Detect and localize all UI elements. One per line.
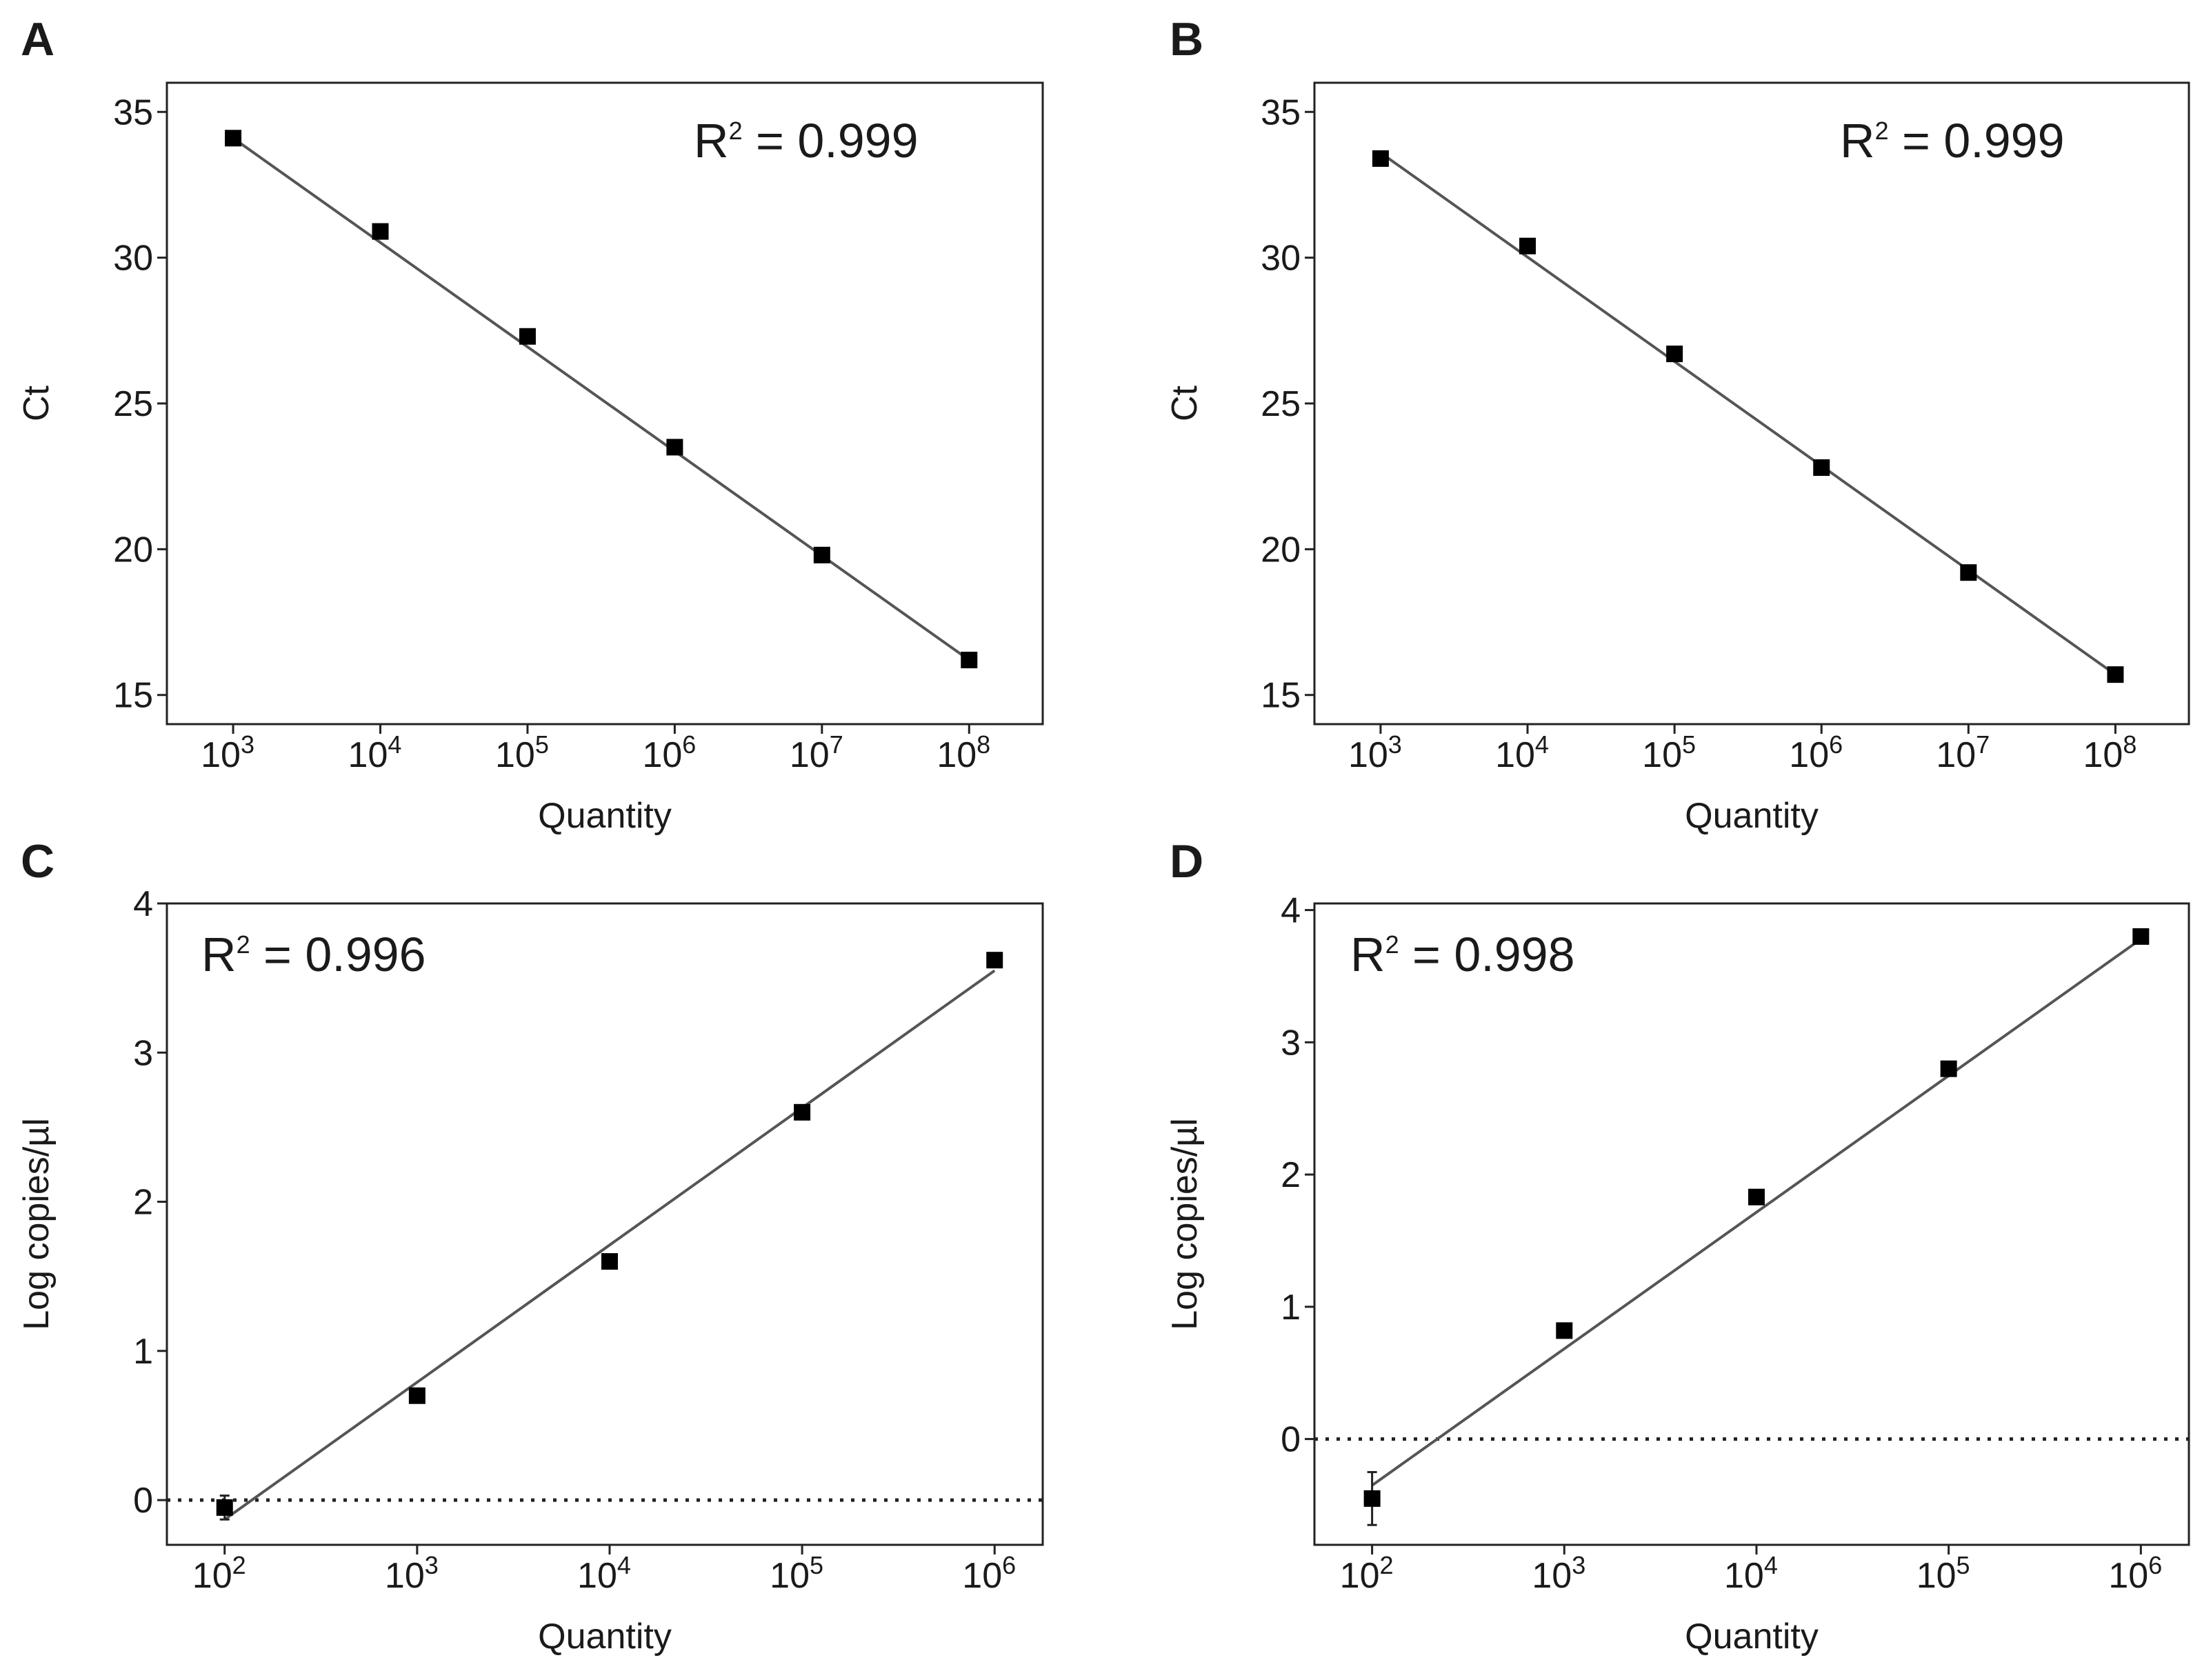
data-point	[813, 546, 830, 563]
y-tick-label: 4	[1281, 891, 1301, 931]
y-axis-title: Ct	[1165, 385, 1205, 421]
data-point	[1748, 1188, 1765, 1206]
panel-letter: A	[21, 13, 54, 66]
y-tick-label: 20	[113, 530, 153, 570]
x-tick-label: 107	[790, 730, 843, 775]
data-point	[1813, 459, 1830, 476]
regression-line	[1379, 151, 2116, 676]
x-tick-label: 107	[1936, 730, 1990, 775]
y-tick-label: 4	[133, 884, 153, 924]
x-tick-label: 106	[642, 730, 696, 775]
panel-b: B 15 20 25 30 35 103 104 105 106 107 108 Quantity Ct R…	[1165, 13, 2190, 836]
data-point	[1666, 346, 1683, 363]
x-axis-title: Quantity	[1685, 1617, 1819, 1657]
x-tick-label: 105	[1916, 1551, 1970, 1596]
y-tick-label: 15	[113, 676, 153, 716]
y-tick-label: 35	[1261, 92, 1301, 132]
y-tick-label: 30	[1261, 239, 1301, 279]
panel-letter: D	[1170, 835, 1203, 888]
x-tick-label: 108	[937, 730, 990, 775]
regression-line	[1371, 938, 2142, 1487]
x-tick-label: 103	[1532, 1551, 1585, 1596]
r-squared-label: R2 = 0.999	[694, 114, 919, 168]
r-squared-label: R2 = 0.996	[201, 928, 426, 981]
y-tick-label: 0	[133, 1481, 153, 1521]
plot-frame	[166, 902, 1044, 1546]
data-point	[519, 328, 536, 345]
y-tick-label: 3	[1281, 1023, 1301, 1063]
r-squared-label: R2 = 0.999	[1840, 114, 2065, 168]
panel-a: A 15 20 25 30 35 103 104 105 106 107 108 Quantity Ct R…	[17, 13, 1044, 836]
regression-line	[232, 137, 970, 661]
y-tick-label: 3	[133, 1033, 153, 1073]
x-tick-label: 105	[495, 730, 549, 775]
x-tick-label: 106	[962, 1551, 1016, 1596]
x-tick-label: 102	[192, 1551, 246, 1596]
x-tick-label: 103	[385, 1551, 439, 1596]
data-point	[225, 130, 242, 147]
y-tick-label: 1	[1281, 1288, 1301, 1328]
y-axis-title: Ct	[17, 385, 57, 421]
data-point	[1960, 564, 1977, 581]
x-tick-label: 105	[1642, 730, 1696, 775]
panel-c: C 0 1 2 3 4 102 103 104 105 106 Quantity Log copies/…	[17, 835, 1044, 1657]
data-point	[794, 1103, 811, 1121]
data-point	[1519, 237, 1537, 254]
plot-frame	[1313, 81, 2190, 726]
y-tick-label: 35	[113, 92, 153, 132]
data-point	[961, 652, 978, 668]
y-tick-label: 2	[1281, 1155, 1301, 1195]
x-tick-label: 104	[1495, 730, 1549, 775]
x-axis-title: Quantity	[1685, 796, 1819, 836]
panel-d: D 0 1 2 3 4 102 103 104 105 106 Quantity Log copies/…	[1165, 835, 2190, 1657]
x-axis-title: Quantity	[538, 1617, 672, 1657]
y-tick-label: 30	[113, 239, 153, 279]
x-tick-label: 105	[770, 1551, 823, 1596]
y-axis-title: Log copies/µl	[17, 1118, 57, 1330]
x-tick-label: 104	[348, 730, 402, 775]
panel-letter: C	[21, 835, 54, 888]
x-tick-label: 108	[2083, 730, 2137, 775]
x-tick-label: 103	[1348, 730, 1402, 775]
data-point	[1363, 1490, 1381, 1507]
x-tick-label: 106	[1789, 730, 1843, 775]
x-tick-label: 103	[201, 730, 254, 775]
y-tick-label: 0	[1281, 1420, 1301, 1460]
y-tick-label: 1	[133, 1332, 153, 1372]
data-point	[666, 439, 683, 456]
r-squared-label: R2 = 0.998	[1350, 928, 1575, 981]
data-point	[216, 1499, 233, 1516]
data-point	[2132, 928, 2150, 945]
data-point	[986, 952, 1003, 969]
y-tick-label: 25	[1261, 384, 1301, 424]
y-tick-label: 2	[133, 1183, 153, 1223]
data-point	[1372, 150, 1389, 167]
y-tick-label: 15	[1261, 676, 1301, 716]
data-point	[372, 223, 389, 240]
y-axis-title: Log copies/µl	[1165, 1118, 1205, 1330]
data-point	[1940, 1060, 1957, 1077]
x-tick-label: 104	[1724, 1551, 1778, 1596]
x-tick-label: 102	[1340, 1551, 1394, 1596]
data-point	[1556, 1322, 1573, 1339]
plot-frame	[1313, 902, 2190, 1546]
x-tick-label: 104	[577, 1551, 631, 1596]
plot-frame	[166, 81, 1044, 726]
y-tick-label: 20	[1261, 530, 1301, 570]
panel-letter: B	[1170, 13, 1203, 66]
data-point	[601, 1253, 618, 1270]
data-point	[408, 1387, 426, 1404]
x-tick-label: 106	[2108, 1551, 2162, 1596]
data-point	[2107, 666, 2124, 683]
y-tick-label: 25	[113, 384, 153, 424]
regression-line	[223, 969, 996, 1521]
x-axis-title: Quantity	[538, 796, 672, 836]
